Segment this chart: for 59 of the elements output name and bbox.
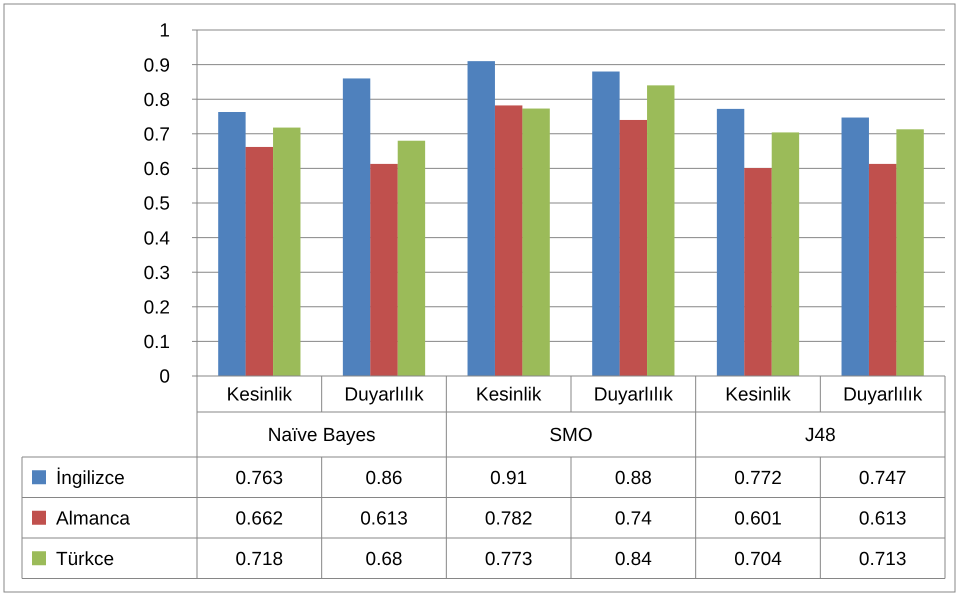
- bar: [896, 129, 924, 376]
- y-tick-label: 0.8: [144, 90, 170, 111]
- y-tick-label: 0.3: [144, 262, 170, 284]
- data-label: 0.84: [614, 548, 652, 570]
- bar: [868, 164, 896, 376]
- data-label: 0.68: [366, 548, 402, 570]
- data-label: 0.782: [484, 508, 532, 530]
- data-label: 0.773: [484, 548, 532, 570]
- bar: [647, 85, 674, 376]
- data-label: 0.704: [734, 548, 782, 570]
- legend-label: İngilizce: [56, 466, 125, 489]
- bar: [494, 105, 522, 376]
- bar: [398, 140, 426, 376]
- x-tick-label: Kesinlik: [226, 384, 293, 406]
- bar: [370, 164, 398, 376]
- bar: [273, 128, 300, 376]
- y-tick-label: 0.5: [144, 194, 170, 215]
- bar: [218, 112, 246, 376]
- legend-label: Almanca: [56, 508, 130, 530]
- bar: [468, 61, 495, 376]
- data-label: 0.772: [734, 468, 782, 489]
- data-label: 0.718: [236, 548, 284, 570]
- bar: [744, 168, 772, 376]
- bar: [522, 108, 550, 376]
- data-label: 0.613: [858, 508, 906, 530]
- y-tick-label: 0.6: [144, 159, 170, 180]
- x-tick-label: Duyarlılık: [344, 384, 424, 406]
- data-label: 0.662: [236, 508, 284, 530]
- legend-label: Türkce: [56, 548, 114, 570]
- text: Naïve Bayes: [268, 425, 376, 446]
- x-tick-label: Kesinlik: [476, 384, 542, 406]
- bar: [592, 72, 620, 376]
- y-tick-label: 0.7: [144, 124, 170, 146]
- y-tick-label: 0.4: [144, 228, 170, 250]
- x-tick-label: Duyarlılık: [843, 384, 923, 406]
- bar: [620, 120, 648, 376]
- y-tick-label: 0: [159, 366, 170, 388]
- y-tick-label: 1: [159, 20, 170, 42]
- data-label: 0.74: [614, 508, 652, 530]
- bar: [246, 146, 274, 376]
- bar: [842, 118, 869, 376]
- y-tick-label: 0.1: [144, 332, 170, 354]
- x-tick-label: Duyarlılık: [594, 384, 674, 406]
- data-label: 0.91: [490, 468, 528, 489]
- y-tick-label: 0.9: [144, 55, 170, 76]
- bar: [772, 132, 800, 376]
- data-label: 0.601: [734, 508, 782, 530]
- data-label: 0.713: [858, 548, 906, 570]
- text: J48: [805, 425, 836, 446]
- data-label: 0.613: [360, 508, 408, 530]
- data-label: 0.763: [236, 468, 284, 489]
- text: SMO: [549, 425, 593, 446]
- bar: [342, 78, 370, 376]
- data-label: 0.86: [366, 468, 402, 489]
- bar: [716, 108, 744, 376]
- data-label: 0.747: [858, 468, 906, 489]
- y-tick-label: 0.2: [144, 297, 170, 318]
- x-tick-label: Kesinlik: [725, 384, 792, 406]
- data-label: 0.88: [614, 468, 652, 489]
